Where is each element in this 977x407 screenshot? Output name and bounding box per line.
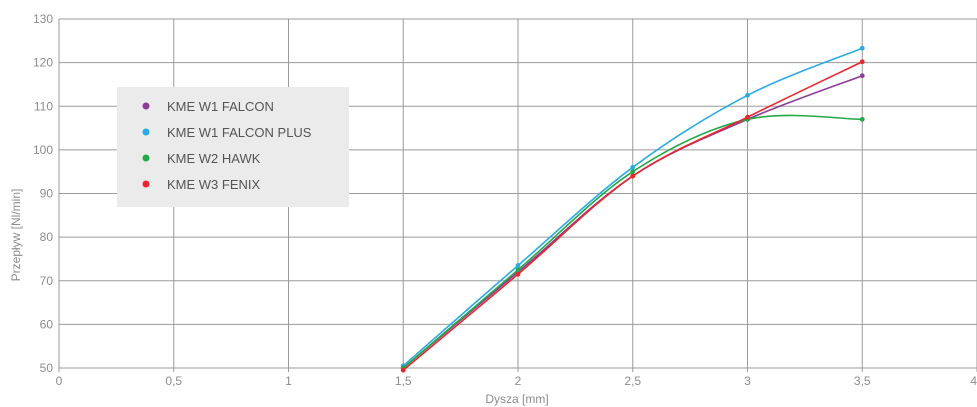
x-tick-label: 3,5 [854, 374, 871, 388]
y-tick-label: 110 [34, 99, 53, 113]
legend-label: KME W3 FENIX [167, 177, 261, 192]
x-tick-label: 1 [285, 374, 292, 388]
x-tick-label: 3 [744, 374, 751, 388]
y-tick-label: 130 [33, 12, 53, 26]
x-axis-title: Dysza [mm] [485, 392, 548, 406]
data-point [859, 45, 865, 51]
x-tick-label: 4 [970, 374, 977, 388]
x-tick-label: 0,5 [165, 374, 182, 388]
data-point [515, 263, 521, 268]
axes: 50 60 70 80 90 100 110 120 130 0 0,5 1 1,5 2 2,5 3 3,5 4 [33, 12, 977, 388]
legend-marker [142, 102, 150, 110]
y-tick-label: 100 [33, 143, 53, 157]
data-point [515, 267, 521, 273]
legend-label: KME W1 FALCON PLUS [167, 125, 312, 140]
legend: KME W1 FALCON KME W1 FALCON PLUS KME W2 HA… [117, 87, 349, 207]
data-point [859, 59, 865, 65]
data-point [745, 114, 750, 120]
data-point [400, 367, 406, 373]
y-tick-label: 70 [40, 274, 54, 288]
data-point [630, 169, 636, 175]
data-point [515, 271, 521, 277]
y-tick-label: 80 [40, 230, 54, 244]
legend-label: KME W2 HAWK [167, 151, 261, 166]
x-tick-label: 2 [515, 374, 522, 388]
y-tick-label: 90 [40, 187, 54, 201]
data-point [859, 73, 865, 79]
y-tick-label: 60 [40, 317, 54, 331]
x-tick-label: 0 [56, 374, 63, 388]
series-lines [400, 45, 865, 373]
y-axis-title: Przepływ [Nl/min] [9, 189, 23, 282]
legend-label: KME W1 FALCON [167, 99, 274, 114]
data-point [859, 116, 865, 122]
legend-background [117, 87, 349, 207]
legend-marker [142, 128, 150, 136]
series-4 [400, 59, 865, 373]
x-tick-label: 2,5 [624, 374, 641, 388]
legend-marker [142, 154, 150, 162]
y-tick-label: 50 [40, 361, 54, 375]
x-tick-label: 1,5 [395, 374, 412, 388]
data-point [630, 173, 636, 179]
y-tick-label: 120 [33, 56, 53, 70]
series-line [402, 114, 863, 369]
data-point [745, 92, 750, 98]
data-point [630, 164, 636, 170]
legend-marker [142, 180, 150, 188]
